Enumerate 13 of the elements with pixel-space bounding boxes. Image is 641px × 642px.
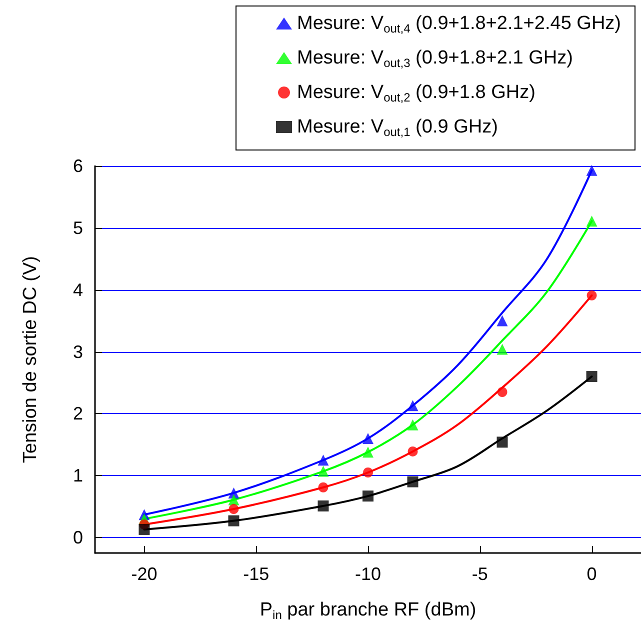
x-tick-label: -5 xyxy=(472,564,488,584)
x-tick-label: 0 xyxy=(586,564,597,584)
y-tick-label: 1 xyxy=(72,466,83,486)
y-tick-label: 0 xyxy=(72,528,83,548)
y-tick-label: 5 xyxy=(72,218,83,238)
y-tick-label: 3 xyxy=(72,342,83,362)
y-tick-label: 6 xyxy=(72,156,83,176)
y-tick-label: 4 xyxy=(72,280,83,300)
y-tick-label: 2 xyxy=(72,404,83,424)
x-tick-label: -20 xyxy=(131,564,158,584)
x-tick-label: -15 xyxy=(243,564,270,584)
x-tick-label: -10 xyxy=(354,564,382,584)
y-axis-title: Tension de sortie DC (V) xyxy=(20,256,41,463)
